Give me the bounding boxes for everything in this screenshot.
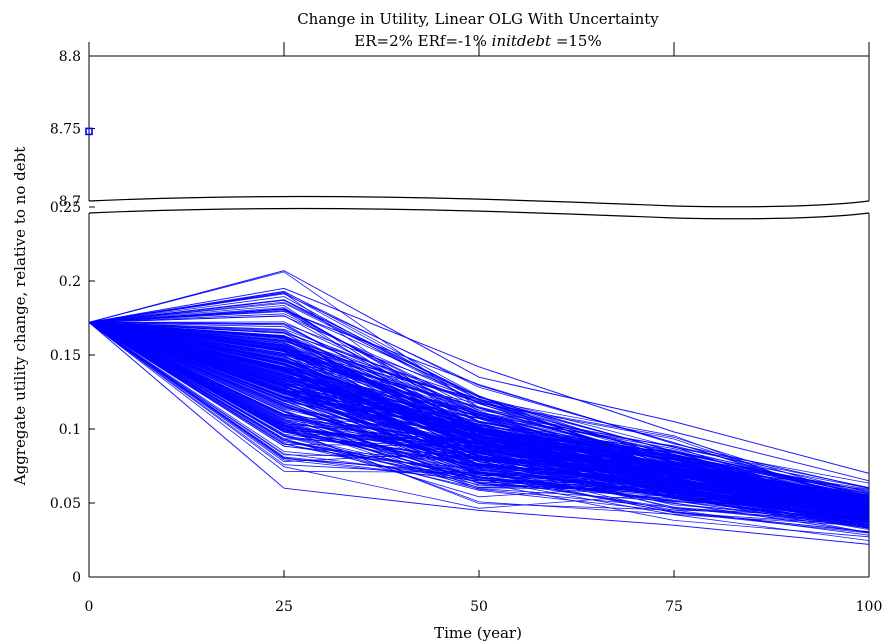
x-tick-label: 0 <box>85 599 94 615</box>
simulation-path <box>88 293 870 504</box>
simulation-path <box>88 310 870 489</box>
x-axis-label: Time (year) <box>434 624 522 642</box>
axis-break-upper-wave <box>88 195 870 208</box>
lower-y-ticks: 0 0.05 0.1 0.15 0.2 0.25 <box>50 200 95 586</box>
simulation-path <box>88 299 870 511</box>
simulation-path <box>88 322 870 513</box>
x-tick-label: 75 <box>665 599 683 615</box>
simulation-path <box>88 287 870 482</box>
upper-y-ticks: 8.7 8.75 8.8 <box>50 49 95 210</box>
lower-y-tick-label: 0.1 <box>59 422 81 438</box>
lower-y-tick-label: 0.2 <box>59 274 81 290</box>
subtitle-part-2: initdebt <box>492 32 552 50</box>
simulation-path <box>88 322 870 533</box>
simulation-path <box>88 322 870 495</box>
simulation-path <box>88 321 870 504</box>
simulation-path <box>88 322 870 517</box>
simulation-path <box>88 322 870 526</box>
simulation-path <box>88 322 870 504</box>
lower-y-tick-label: 0 <box>72 570 81 586</box>
simulation-path <box>88 322 870 504</box>
upper-y-tick-label: 8.75 <box>50 122 81 138</box>
simulation-path <box>88 322 870 500</box>
simulation-path <box>88 322 870 521</box>
subtitle-part-3: =15% <box>551 32 602 50</box>
simulation-path <box>88 322 870 506</box>
simulation-path <box>88 322 870 512</box>
simulation-path <box>88 322 870 505</box>
simulation-path <box>88 311 870 507</box>
upper-y-tick-label: 8.7 <box>59 194 81 210</box>
simulation-path <box>88 322 870 528</box>
bottom-x-ticks: 0 25 50 75 100 <box>85 570 883 615</box>
x-tick-label: 25 <box>275 599 293 615</box>
x-tick-label: 100 <box>856 599 883 615</box>
simulation-path <box>88 322 870 545</box>
chart-subtitle: ER=2% ERf=-1% initdebt =15% <box>354 32 601 50</box>
simulation-paths <box>88 270 870 545</box>
top-x-ticks <box>88 42 870 56</box>
simulation-path <box>88 291 870 503</box>
simulation-path <box>88 322 870 525</box>
lower-y-tick-label: 0.25 <box>50 200 81 216</box>
simulation-path <box>88 322 870 516</box>
lower-panel: 0 0.05 0.1 0.15 0.2 0.25 0 25 50 75 100 <box>50 200 883 615</box>
upper-panel: 8.7 8.75 8.8 <box>50 42 870 210</box>
simulation-path <box>88 270 870 474</box>
simulation-path <box>88 321 870 497</box>
data-marker-square <box>85 127 93 136</box>
simulation-path <box>88 321 870 526</box>
simulation-path <box>88 321 870 519</box>
y-axis-label: Aggregate utility change, relative to no… <box>11 147 29 486</box>
subtitle-part-1: ER=2% ERf=-1% <box>354 32 491 50</box>
x-tick-label: 50 <box>470 599 488 615</box>
chart-title: Change in Utility, Linear OLG With Uncer… <box>297 10 659 28</box>
simulation-path <box>88 322 870 510</box>
lower-y-tick-label: 0.05 <box>50 496 81 512</box>
simulation-path <box>88 322 870 525</box>
simulation-path <box>88 322 870 509</box>
upper-y-tick-label: 8.8 <box>59 49 81 65</box>
axis-break-lower-wave <box>88 207 870 220</box>
simulation-path <box>88 322 870 511</box>
simulation-path <box>88 322 870 497</box>
lower-y-tick-label: 0.15 <box>50 348 81 364</box>
simulation-path <box>88 321 870 534</box>
simulation-path <box>88 321 870 511</box>
